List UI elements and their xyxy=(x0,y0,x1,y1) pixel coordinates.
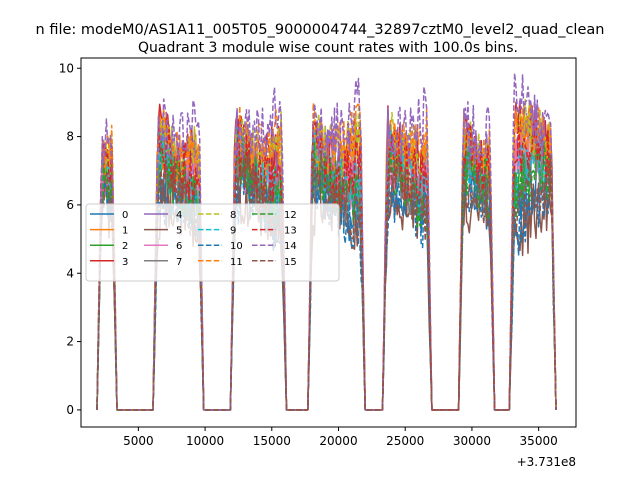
y-tick-label: 10 xyxy=(59,61,74,75)
x-tick-label: 35000 xyxy=(520,434,558,448)
series-line-14 xyxy=(96,72,557,411)
plot-frame xyxy=(80,57,577,428)
legend-label-2: 2 xyxy=(122,241,128,252)
y-tick-label: 6 xyxy=(66,198,74,212)
legend-label-14: 14 xyxy=(284,241,297,252)
y-tick-label: 0 xyxy=(66,403,74,417)
x-tick-label: 10000 xyxy=(186,434,224,448)
y-tick-label: 2 xyxy=(66,335,74,349)
x-tick-label: 30000 xyxy=(453,434,491,448)
x-tick-label: 15000 xyxy=(253,434,291,448)
x-axis: 5000 10000 15000 20000 25000 30000 35000 xyxy=(123,427,558,448)
legend-label-5: 5 xyxy=(176,226,182,237)
legend-label-11: 11 xyxy=(230,257,243,268)
legend-box xyxy=(85,203,340,282)
legend-label-9: 9 xyxy=(230,226,236,237)
legend-label-15: 15 xyxy=(284,257,297,268)
legend-label-12: 12 xyxy=(284,210,297,221)
legend-label-4: 4 xyxy=(176,210,182,221)
legend-label-13: 13 xyxy=(284,226,297,237)
x-tick-label: 20000 xyxy=(319,434,357,448)
x-tick-label: 5000 xyxy=(123,434,154,448)
legend-label-6: 6 xyxy=(176,241,182,252)
legend-label-3: 3 xyxy=(122,257,128,268)
legend-label-1: 1 xyxy=(122,226,128,237)
x-offset-label: +3.731e8 xyxy=(517,455,576,469)
legend-label-0: 0 xyxy=(122,210,128,221)
chart-title: Quadrant 3 module wise count rates with … xyxy=(138,40,518,56)
legend-label-7: 7 xyxy=(176,257,182,268)
x-tick-label: 25000 xyxy=(386,434,424,448)
y-tick-label: 8 xyxy=(66,130,74,144)
legend-label-8: 8 xyxy=(230,210,236,221)
y-tick-label: 4 xyxy=(66,266,74,280)
legend-label-10: 10 xyxy=(230,241,243,252)
series-line-15 xyxy=(96,150,557,411)
chart-suptitle: n file: modeM0/AS1A11_005T05_9000004744_… xyxy=(36,22,605,38)
y-axis: 0 2 4 6 8 10 xyxy=(59,61,81,417)
